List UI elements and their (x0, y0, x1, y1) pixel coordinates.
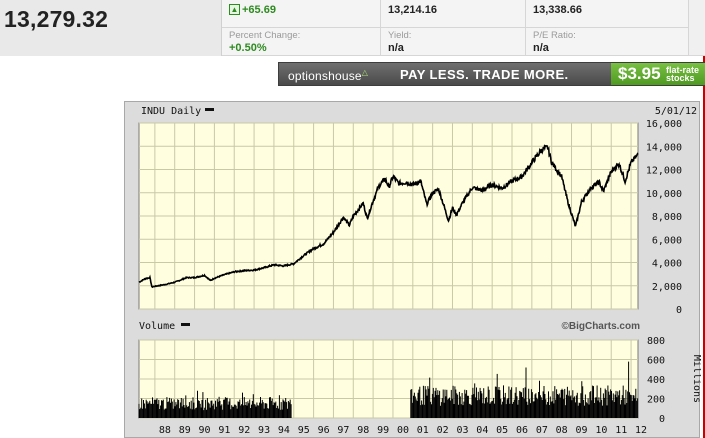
x-tick-label: 06 (516, 425, 528, 436)
chart-date: 5/01/12 (655, 106, 697, 117)
volume-legend-swatch (181, 323, 190, 326)
price-y-tick-label: 2,000 (652, 282, 682, 293)
x-tick-label: 95 (298, 425, 310, 436)
ad-slogan: PAY LESS. TRADE MORE. (400, 67, 569, 82)
change-cell: ▲ +65.69 (222, 0, 381, 28)
change-value-wrap: ▲ +65.69 (229, 4, 276, 16)
x-tick-label: 96 (318, 425, 330, 436)
ad-banner[interactable]: optionshouse△ PAY LESS. TRADE MORE. $3.9… (278, 62, 705, 86)
x-axis: 88 89 90 91 92 93 94 95 96 97 98 99 00 01 02 03 04 05 06 07… (159, 425, 647, 436)
yield-label: Yield: (388, 30, 412, 41)
x-tick-label: 08 (556, 425, 568, 436)
x-tick-label: 12 (635, 425, 647, 436)
price-y-tick-label: 10,000 (646, 189, 682, 200)
last-price: 13,279.32 (4, 6, 109, 32)
x-tick-label: 94 (278, 425, 290, 436)
x-tick-label: 09 (576, 425, 588, 436)
pe-value: n/a (533, 42, 549, 54)
ad-brand-wrap: optionshouse△ (288, 68, 368, 83)
x-tick-label: 03 (456, 425, 468, 436)
volume-y-tick-label: 400 (647, 375, 665, 386)
volume-units: Millions (691, 355, 701, 403)
x-tick-label: 00 (397, 425, 409, 436)
percent-change-cell: Percent Change: +0.50% (222, 28, 381, 56)
volume-title: Volume (139, 321, 175, 332)
day-high: 13,338.66 (533, 4, 582, 16)
arrow-up-icon: ▲ (229, 4, 240, 15)
yield-value: n/a (388, 42, 404, 54)
x-tick-label: 88 (159, 425, 171, 436)
x-tick-label: 97 (337, 425, 349, 436)
ad-desc-line2: stocks (666, 73, 695, 83)
price-cell: 13,279.32 (0, 0, 222, 56)
high-cell: 13,338.66 (526, 0, 689, 28)
percent-change-label: Percent Change: (229, 30, 301, 41)
x-tick-label: 89 (179, 425, 191, 436)
ad-price: $3.95 (618, 64, 661, 83)
ad-desc-line1: flat-rate (666, 65, 700, 75)
x-tick-label: 10 (595, 425, 607, 436)
percent-change-value: +0.50% (229, 42, 267, 54)
x-tick-label: 11 (615, 425, 627, 436)
x-tick-label: 04 (476, 425, 488, 436)
price-y-tick-label: 16,000 (646, 119, 682, 130)
x-tick-label: 99 (377, 425, 389, 436)
chart-title: INDU Daily (141, 106, 201, 117)
volume-y-tick-label: 200 (647, 395, 665, 406)
volume-bars (138, 361, 639, 418)
pe-cell: P/E Ratio: n/a (526, 28, 689, 56)
pe-label: P/E Ratio: (533, 30, 576, 41)
price-grid (139, 122, 638, 310)
x-tick-label: 93 (258, 425, 270, 436)
price-y-tick-label: 0 (676, 305, 682, 316)
quote-header: 13,279.32 ▲ +65.69 13,214.16 13,338.66 Pe… (0, 0, 705, 56)
change-value: +65.69 (242, 4, 276, 16)
volume-y-axis: 0 200 400 600 800 (647, 336, 665, 425)
x-tick-label: 05 (496, 425, 508, 436)
x-tick-label: 92 (238, 425, 250, 436)
ad-desc: flat-rate stocks (666, 65, 700, 83)
day-low: 13,214.16 (388, 4, 437, 16)
chart-credit: ©BigCharts.com (562, 321, 641, 332)
volume-y-tick-label: 800 (647, 336, 665, 347)
x-tick-label: 01 (417, 425, 429, 436)
x-tick-label: 91 (218, 425, 230, 436)
price-y-tick-label: 12,000 (646, 166, 682, 177)
volume-y-tick-label: 600 (647, 356, 665, 367)
low-cell: 13,214.16 (381, 0, 526, 28)
price-y-tick-label: 6,000 (652, 235, 682, 246)
price-y-tick-label: 4,000 (652, 259, 682, 270)
x-tick-label: 07 (536, 425, 548, 436)
x-tick-label: 02 (437, 425, 449, 436)
chart-svg: INDU Daily 5/01/12 0 2,000 4,000 6,000 8,000… (138, 106, 701, 436)
ad-offer: $3.95 flat-rate stocks (611, 63, 705, 85)
ad-brand: optionshouse (288, 69, 362, 83)
volume-y-tick-label: 0 (659, 414, 665, 425)
bigcharts-chart: INDU Daily 5/01/12 0 2,000 4,000 6,000 8,000… (124, 101, 701, 438)
price-y-tick-label: 14,000 (646, 142, 682, 153)
ad-brand-mark-icon: △ (361, 68, 369, 77)
x-tick-label: 98 (357, 425, 369, 436)
yield-cell: Yield: n/a (381, 28, 526, 56)
price-y-axis: 0 2,000 4,000 6,000 8,000 10,000 12,000 14,000 1… (646, 119, 682, 316)
x-tick-label: 90 (199, 425, 211, 436)
price-series-line (138, 144, 639, 289)
price-y-tick-label: 8,000 (652, 212, 682, 223)
price-legend-swatch (205, 108, 214, 111)
